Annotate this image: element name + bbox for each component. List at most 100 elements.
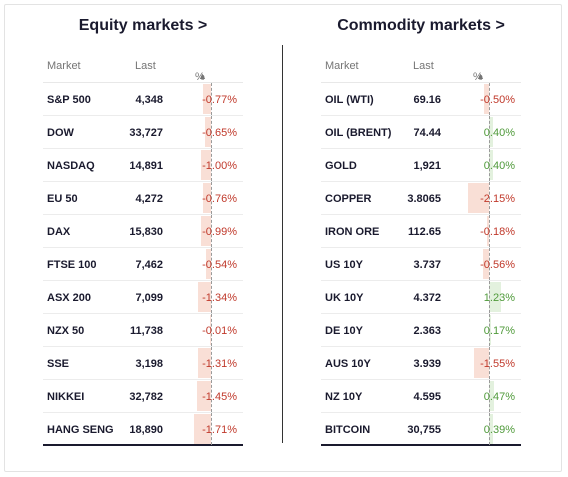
change-percent: 0.40%	[483, 127, 515, 139]
last-value: 2.363	[413, 325, 441, 337]
table-row[interactable]: NASDAQ 14,891 -1.00%	[43, 149, 243, 182]
negative-change-bar	[197, 348, 211, 378]
table-row[interactable]: DE 10Y 2.363 0.17%	[321, 314, 521, 347]
change-percent: 0.40%	[483, 160, 515, 172]
change-percent: -0.99%	[202, 226, 237, 238]
zero-line	[211, 182, 212, 214]
table-row[interactable]: UK 10Y 4.372 1.23%	[321, 281, 521, 314]
zero-line	[489, 83, 490, 115]
table-row[interactable]: IRON ORE 112.65 -0.18%	[321, 215, 521, 248]
change-bar-zone: 1.23%	[457, 281, 521, 313]
market-name: S&P 500	[47, 94, 91, 106]
negative-change-bar	[197, 282, 211, 312]
negative-change-bar	[203, 183, 211, 213]
change-percent: -1.71%	[202, 424, 237, 436]
table-row[interactable]: S&P 500 4,348 -0.77%	[43, 83, 243, 116]
change-bar-zone: -0.01%	[179, 314, 243, 346]
table-row[interactable]: COPPER 3.8065 -2.15%	[321, 182, 521, 215]
change-percent: -0.65%	[202, 127, 237, 139]
equity-table-header: Market Last % ▲	[43, 49, 243, 83]
change-bar-zone: 0.40%	[457, 116, 521, 148]
negative-change-bar	[201, 216, 211, 246]
change-bar-zone: -1.45%	[179, 380, 243, 412]
commodity-table-body: OIL (WTI) 69.16 -0.50% OIL (BRENT) 74.44 0.40…	[321, 83, 521, 446]
change-percent: -0.76%	[202, 193, 237, 205]
sort-up-icon: ▲	[476, 71, 485, 81]
last-value: 4.372	[413, 292, 441, 304]
commodity-markets-title-link[interactable]: Commodity markets >	[337, 17, 505, 34]
table-row[interactable]: NZ 10Y 4.595 0.47%	[321, 380, 521, 413]
table-row[interactable]: OIL (BRENT) 74.44 0.40%	[321, 116, 521, 149]
table-row[interactable]: US 10Y 3.737 -0.56%	[321, 248, 521, 281]
table-row[interactable]: SSE 3,198 -1.31%	[43, 347, 243, 380]
market-name: IRON ORE	[325, 226, 380, 238]
market-name: EU 50	[47, 193, 78, 205]
zero-line	[489, 149, 490, 181]
markets-widget: Equity markets > Market Last % ▲ S&P 500 4…	[4, 4, 562, 472]
market-name: OIL (WTI)	[325, 94, 374, 106]
table-row[interactable]: NZX 50 11,738 -0.01%	[43, 314, 243, 347]
negative-change-bar	[205, 249, 211, 279]
table-row[interactable]: BITCOIN 30,755 0.39%	[321, 413, 521, 446]
last-column-header[interactable]: Last	[135, 60, 156, 72]
last-value: 112.65	[407, 226, 441, 238]
table-row[interactable]: FTSE 100 7,462 -0.54%	[43, 248, 243, 281]
zero-line	[489, 281, 490, 313]
change-bar-zone: -0.50%	[457, 83, 521, 115]
zero-line	[211, 116, 212, 148]
equity-markets-title-link[interactable]: Equity markets >	[78, 17, 208, 34]
positive-change-bar	[489, 381, 494, 411]
change-bar-zone: -0.54%	[179, 248, 243, 280]
last-column-header[interactable]: Last	[413, 60, 434, 72]
zero-line	[211, 347, 212, 379]
pct-header-label: %	[195, 71, 205, 83]
market-name: COPPER	[325, 193, 372, 205]
last-value: 7,099	[135, 292, 163, 304]
zero-line	[489, 380, 490, 412]
last-value: 4,272	[135, 193, 163, 205]
table-row[interactable]: OIL (WTI) 69.16 -0.50%	[321, 83, 521, 116]
table-row[interactable]: DAX 15,830 -0.99%	[43, 215, 243, 248]
market-name: NIKKEI	[47, 391, 85, 403]
table-row[interactable]: HANG SENG 18,890 -1.71%	[43, 413, 243, 446]
positive-change-bar	[489, 117, 493, 147]
commodity-table-header: Market Last % ▲	[321, 49, 521, 83]
table-row[interactable]: NIKKEI 32,782 -1.45%	[43, 380, 243, 413]
last-value: 74.44	[413, 127, 441, 139]
table-row[interactable]: ASX 200 7,099 -1.34%	[43, 281, 243, 314]
market-column-header[interactable]: Market	[47, 60, 81, 72]
table-row[interactable]: GOLD 1,921 0.40%	[321, 149, 521, 182]
zero-line	[489, 215, 490, 247]
table-row[interactable]: DOW 33,727 -0.65%	[43, 116, 243, 149]
negative-change-bar	[487, 216, 489, 246]
last-value: 32,782	[129, 391, 163, 403]
change-bar-zone: 0.17%	[457, 314, 521, 346]
change-bar-zone: -1.71%	[179, 413, 243, 445]
zero-line	[489, 248, 490, 280]
negative-change-bar	[467, 183, 489, 213]
market-name: UK 10Y	[325, 292, 364, 304]
market-name: NZX 50	[47, 325, 85, 337]
market-name: US 10Y	[325, 259, 363, 271]
table-row[interactable]: EU 50 4,272 -0.76%	[43, 182, 243, 215]
market-name: FTSE 100	[47, 259, 97, 271]
negative-change-bar	[483, 249, 489, 279]
table-row[interactable]: AUS 10Y 3.939 -1.55%	[321, 347, 521, 380]
zero-line	[211, 413, 212, 445]
zero-line	[489, 116, 490, 148]
change-percent: -0.01%	[202, 325, 237, 337]
market-name: HANG SENG	[47, 424, 114, 436]
zero-line	[211, 281, 212, 313]
change-bar-zone: -1.31%	[179, 347, 243, 379]
change-percent: -1.31%	[202, 358, 237, 370]
market-name: ASX 200	[47, 292, 92, 304]
zero-line	[211, 149, 212, 181]
market-column-header[interactable]: Market	[325, 60, 359, 72]
last-value: 14,891	[129, 160, 163, 172]
market-name: DOW	[47, 127, 74, 139]
last-value: 15,830	[129, 226, 163, 238]
last-value: 4.595	[413, 391, 441, 403]
positive-change-bar	[489, 282, 502, 312]
negative-change-bar	[484, 84, 489, 114]
last-value: 18,890	[129, 424, 163, 436]
